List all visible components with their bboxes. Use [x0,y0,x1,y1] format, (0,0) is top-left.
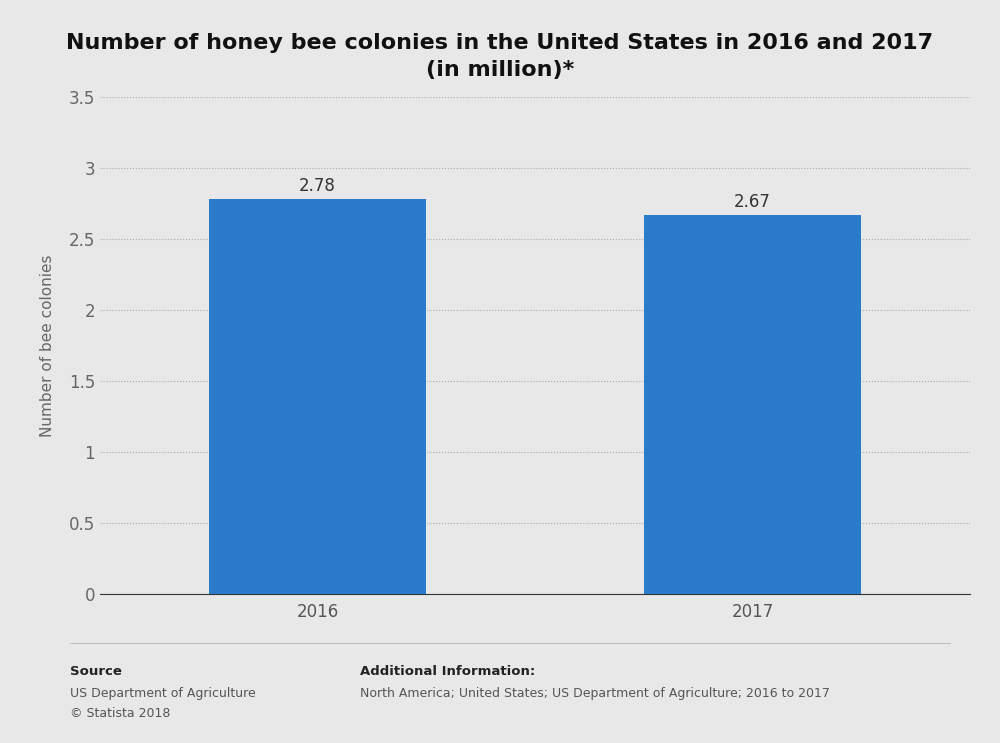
Text: Source: Source [70,665,122,678]
Text: 2.67: 2.67 [734,193,771,211]
Text: Number of honey bee colonies in the United States in 2016 and 2017
(in million)*: Number of honey bee colonies in the Unit… [66,33,934,80]
Text: US Department of Agriculture: US Department of Agriculture [70,687,256,700]
Text: 2.78: 2.78 [299,178,336,195]
Text: North America; United States; US Department of Agriculture; 2016 to 2017: North America; United States; US Departm… [360,687,830,700]
Bar [644,215,861,594]
Text: Additional Information:: Additional Information: [360,665,535,678]
Text: © Statista 2018: © Statista 2018 [70,707,170,720]
Y-axis label: Number of bee colonies: Number of bee colonies [40,254,55,437]
Bar [209,199,426,594]
